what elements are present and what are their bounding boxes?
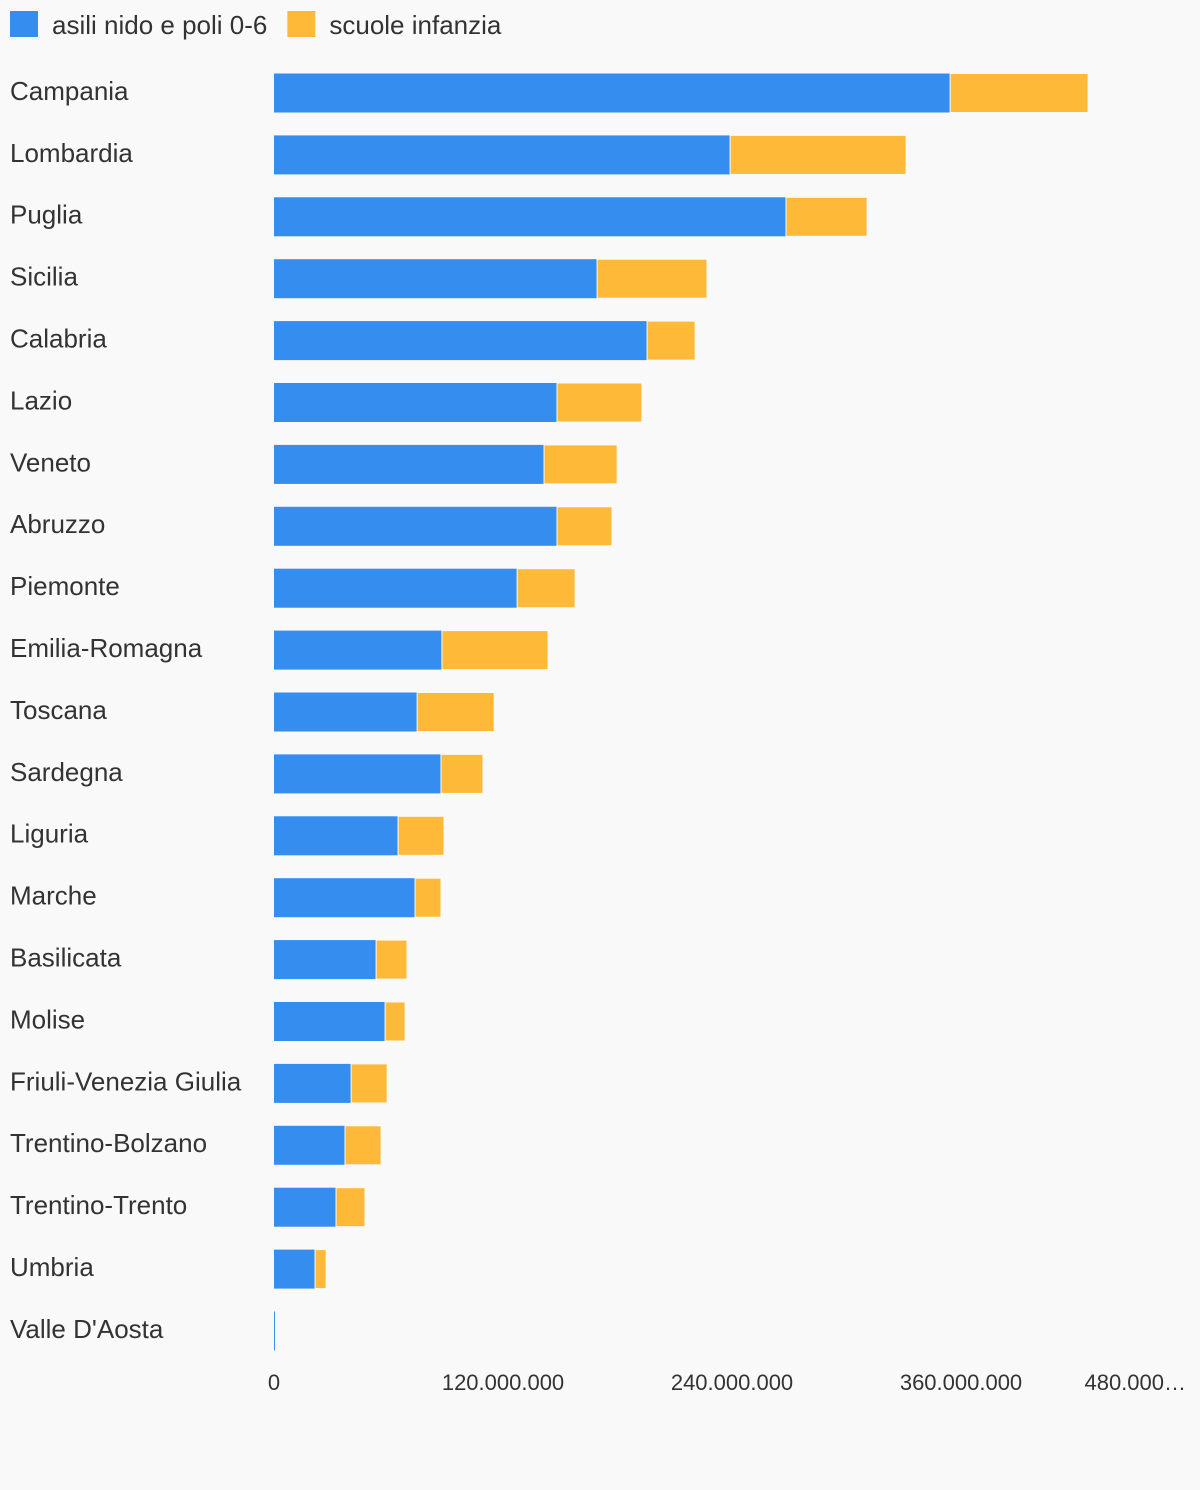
- bar-segment: [274, 1063, 352, 1103]
- category-label: Toscana: [10, 695, 107, 725]
- bar-segment: [596, 258, 708, 299]
- category-label: Trentino-Bolzano: [10, 1128, 207, 1158]
- category-label: Trentino-Trento: [10, 1190, 187, 1220]
- bar-segment: [274, 1125, 345, 1165]
- category-label: Lombardia: [10, 138, 133, 168]
- bar-segment: [384, 1001, 406, 1042]
- bar-segment: [274, 878, 416, 918]
- bar-segment: [397, 815, 445, 856]
- bar-segment: [274, 1002, 386, 1041]
- bar-segment: [274, 506, 558, 546]
- bar-segment: [375, 939, 408, 980]
- category-label: Sardegna: [10, 757, 123, 787]
- x-tick-label: 480.000…: [1084, 1370, 1186, 1395]
- bar-segment: [274, 1187, 337, 1227]
- category-label: Calabria: [10, 323, 107, 353]
- bar-segment: [543, 444, 618, 485]
- bar-segment: [274, 940, 377, 980]
- bar-segment: [785, 196, 868, 237]
- legend-label: asili nido e poli 0-6: [52, 10, 267, 40]
- bar-segment: [949, 73, 1089, 113]
- bar-segment: [556, 506, 613, 547]
- bar-segment: [274, 1249, 316, 1289]
- bar-segment: [344, 1125, 382, 1166]
- bar-segment: [274, 383, 558, 422]
- category-label: Friuli-Venezia Giulia: [10, 1066, 242, 1096]
- category-label: Basilicata: [10, 942, 122, 972]
- bar-segment: [335, 1187, 366, 1228]
- bar-segment: [274, 754, 441, 794]
- category-label: Puglia: [10, 200, 83, 230]
- category-label: Lazio: [10, 385, 72, 415]
- bar-segment: [274, 135, 731, 175]
- bar-segment: [646, 320, 696, 361]
- category-label: Piemonte: [10, 571, 120, 601]
- bar-segment: [350, 1063, 388, 1104]
- bar-segment: [274, 1311, 275, 1351]
- bar-segment: [274, 630, 442, 670]
- category-label: Abruzzo: [10, 509, 105, 539]
- bar-segment: [516, 568, 576, 609]
- category-label: Molise: [10, 1004, 85, 1034]
- bar-segment: [416, 692, 495, 732]
- legend-swatch: [287, 11, 316, 37]
- category-label: Sicilia: [10, 262, 78, 292]
- bar-segment: [274, 816, 399, 856]
- x-tick-label: 120.000.000: [442, 1370, 564, 1395]
- legend-swatch: [10, 11, 38, 37]
- bar-segment: [441, 630, 549, 671]
- bar-segment: [274, 444, 545, 484]
- x-tick-label: 360.000.000: [900, 1370, 1022, 1395]
- bar-segment: [274, 259, 598, 299]
- category-label: Veneto: [10, 447, 91, 477]
- bar-segment: [414, 877, 442, 918]
- bar-segment: [274, 568, 518, 608]
- bar-segment: [440, 753, 484, 794]
- category-label: Marche: [10, 881, 97, 911]
- category-label: Campania: [10, 76, 129, 106]
- legend-label: scuole infanzia: [329, 10, 502, 40]
- category-label: Umbria: [10, 1252, 94, 1282]
- bar-segment: [274, 197, 787, 237]
- category-label: Emilia-Romagna: [10, 633, 203, 663]
- bar-segment: [274, 73, 951, 113]
- bar-segment: [556, 382, 643, 423]
- x-tick-label: 240.000.000: [671, 1370, 793, 1395]
- bar-segment: [274, 692, 418, 732]
- category-label: Liguria: [10, 819, 89, 849]
- x-tick-label: 0: [268, 1370, 280, 1395]
- category-label: Valle D'Aosta: [10, 1314, 164, 1344]
- bar-segment: [729, 134, 907, 175]
- bar-segment: [274, 321, 648, 361]
- bar-segment: [314, 1249, 327, 1290]
